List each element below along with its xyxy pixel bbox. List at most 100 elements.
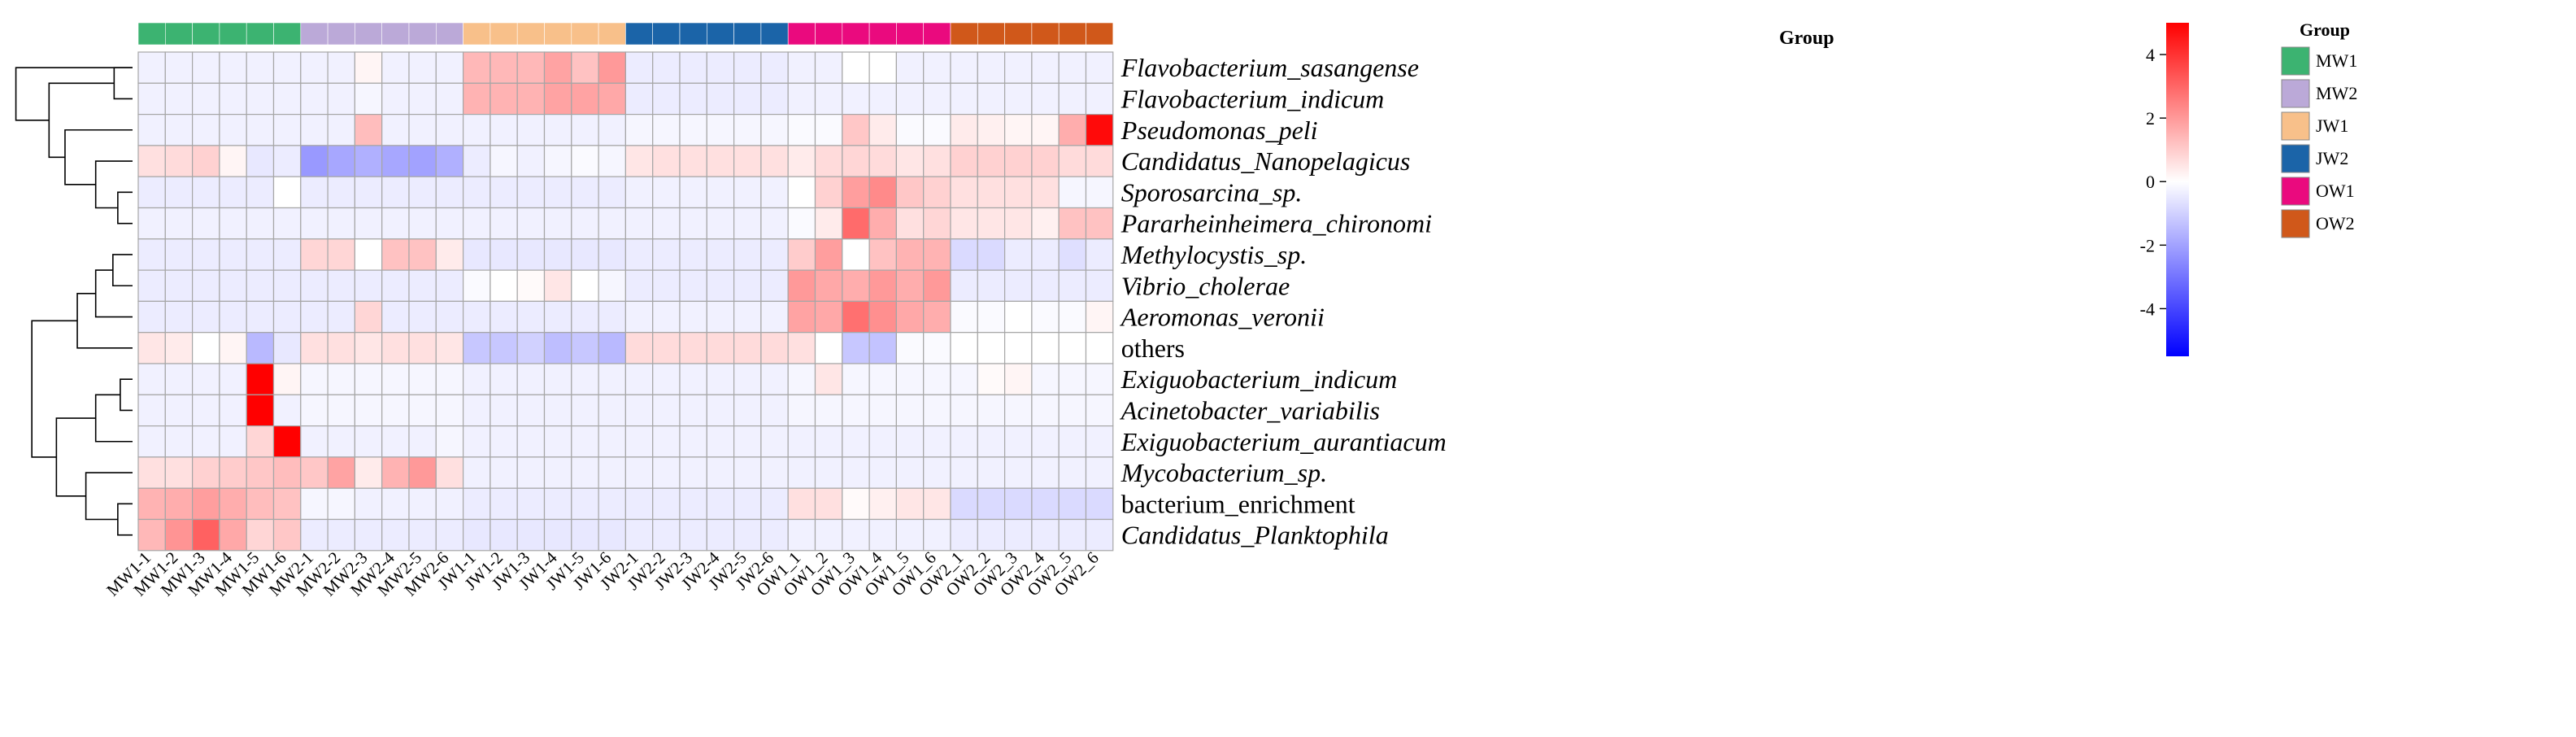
dendrogram-link	[94, 394, 133, 443]
heatmap-cell	[354, 394, 383, 427]
heatmap-cell	[950, 176, 978, 209]
dendrogram-link	[64, 129, 133, 185]
heatmap-cell	[381, 176, 410, 209]
heatmap-cell	[624, 269, 654, 303]
heatmap-cell	[408, 145, 437, 177]
heatmap-cell	[652, 51, 681, 84]
heatmap-cell	[408, 114, 437, 146]
heatmap-cell	[706, 363, 735, 395]
heatmap-cell	[868, 332, 897, 364]
heatmap-cell	[571, 51, 599, 84]
heatmap-cell	[164, 487, 194, 521]
heatmap-cell	[733, 363, 762, 395]
row-label: Pseudomonas_peli	[1120, 116, 1318, 145]
legend-label: OW1	[2316, 181, 2355, 201]
heatmap-cell	[462, 487, 491, 521]
heatmap-cell	[435, 145, 464, 177]
heatmap-cell	[354, 425, 383, 458]
group-annotation-cell	[625, 22, 654, 46]
heatmap-cell	[706, 394, 735, 427]
heatmap-cell	[354, 363, 383, 395]
heatmap-cell	[192, 518, 220, 552]
heatmap-cell	[516, 487, 546, 521]
heatmap-cell	[868, 238, 897, 271]
heatmap-cell	[462, 145, 491, 177]
heatmap-cell	[787, 82, 816, 116]
heatmap-cell	[462, 114, 491, 146]
heatmap-cell	[842, 518, 870, 552]
heatmap-cell	[977, 518, 1006, 552]
heatmap-cell	[733, 394, 762, 427]
heatmap-cell	[462, 82, 491, 116]
heatmap-cell	[842, 145, 870, 177]
heatmap-cell	[300, 82, 329, 116]
heatmap-cell	[327, 363, 356, 395]
heatmap-cell	[327, 269, 356, 303]
heatmap-cell	[652, 300, 681, 334]
heatmap-cell	[598, 114, 626, 146]
heatmap-cell	[1031, 51, 1060, 84]
heatmap-cell	[652, 207, 681, 240]
heatmap-cell	[300, 114, 329, 146]
heatmap-cell	[923, 300, 951, 334]
legend-title: Group	[2300, 20, 2350, 40]
heatmap-cell	[624, 425, 654, 458]
group-annotation-cell	[355, 22, 382, 46]
heatmap-cell	[1085, 394, 1114, 427]
heatmap-cell	[354, 238, 383, 271]
heatmap-cell	[246, 51, 275, 84]
heatmap-cell	[1003, 394, 1033, 427]
heatmap-cell	[490, 456, 518, 489]
heatmap-cell	[977, 487, 1006, 521]
heatmap-cell	[192, 456, 220, 489]
heatmap-cell	[490, 269, 518, 303]
heatmap-cell	[1085, 518, 1114, 552]
heatmap-cell	[787, 332, 816, 364]
heatmap-cell	[381, 518, 410, 552]
heatmap-cell	[272, 363, 302, 395]
heatmap-cell	[219, 176, 247, 209]
heatmap-cell	[706, 456, 735, 489]
heatmap-cell	[435, 207, 464, 240]
heatmap-cell	[977, 145, 1006, 177]
group-annotation-cell	[950, 22, 978, 46]
row-label: Acinetobacter_variabilis	[1120, 395, 1380, 425]
group-annotation-cell	[544, 22, 572, 46]
heatmap-cell	[137, 518, 166, 552]
heatmap-cell	[706, 238, 735, 271]
heatmap-cell	[1003, 145, 1033, 177]
heatmap-cell	[516, 238, 546, 271]
heatmap-cell	[219, 487, 247, 521]
heatmap-cell	[164, 82, 194, 116]
heatmap-cell	[137, 145, 166, 177]
heatmap-cell	[462, 176, 491, 209]
heatmap-cell	[787, 456, 816, 489]
heatmap-cell	[192, 269, 220, 303]
legend-label: OW2	[2316, 213, 2355, 233]
heatmap-cell	[624, 82, 654, 116]
heatmap-cell	[895, 269, 925, 303]
heatmap-cell	[1003, 207, 1033, 240]
heatmap-cell	[842, 332, 870, 364]
heatmap-cell	[327, 300, 356, 334]
heatmap-cell	[842, 394, 870, 427]
heatmap-cell	[842, 207, 870, 240]
heatmap-cell	[895, 456, 925, 489]
heatmap-cell	[706, 487, 735, 521]
heatmap-cell	[624, 487, 654, 521]
heatmap-cell	[679, 394, 707, 427]
heatmap-cell	[598, 487, 626, 521]
heatmap-cell	[354, 300, 383, 334]
legend-label: MW1	[2316, 50, 2357, 71]
heatmap-cell	[787, 518, 816, 552]
heatmap-cell	[787, 487, 816, 521]
heatmap-cell	[814, 114, 843, 146]
heatmap-cell	[679, 363, 707, 395]
heatmap-cell	[950, 207, 978, 240]
heatmap-cell	[327, 51, 356, 84]
heatmap-cell	[733, 269, 762, 303]
group-annotation-cell	[516, 22, 545, 46]
heatmap-cell	[246, 238, 275, 271]
heatmap-cell	[1058, 51, 1087, 84]
heatmap-cell	[246, 114, 275, 146]
